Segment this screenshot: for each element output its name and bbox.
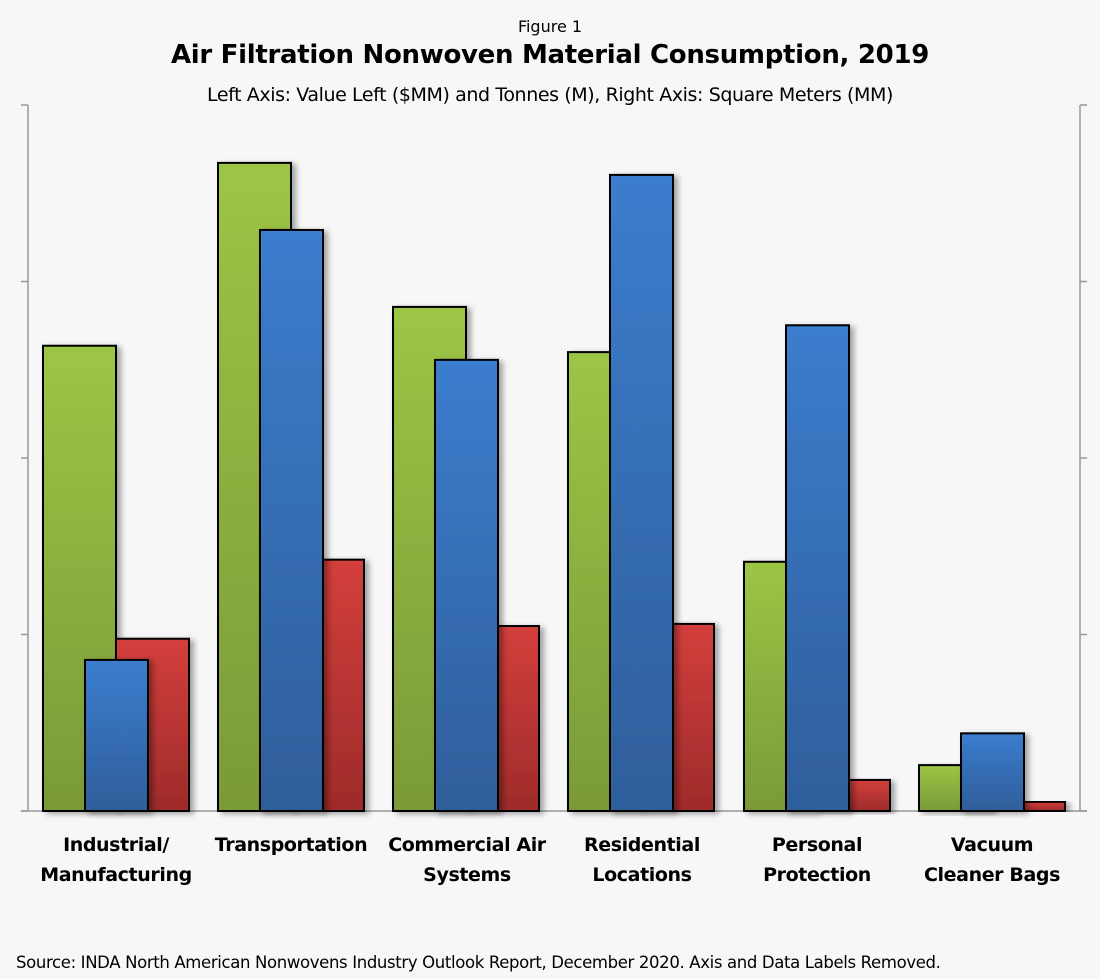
bar-group [217,161,365,813]
bar-tonnes [84,658,149,813]
bar-value [42,344,117,812]
category-label-line: Systems [423,864,511,886]
category-label-line: Cleaner Bags [924,864,1060,886]
bars [42,161,1066,813]
category-label: Personal Protection [763,834,871,886]
bar-tonnes [434,358,499,812]
category-label: Vacuum Cleaner Bags [924,834,1060,886]
category-label-line: Manufacturing [40,864,192,886]
bar-group [42,344,190,813]
bar-tonnes [785,324,850,812]
bar-tonnes [259,228,324,813]
category-label-line: Transportation [215,834,367,856]
axes [21,104,1087,812]
bar-group [567,173,715,813]
category-label: Commercial Air Systems [388,834,547,886]
figure-label: Figure 1 [517,17,583,36]
category-label-line: Locations [592,864,691,886]
source-note: Source: INDA North American Nonwovens In… [16,953,941,972]
bar-group [743,324,891,812]
category-label-line: Personal [772,834,862,856]
category-label-line: Protection [763,864,871,886]
category-label-line: Vacuum [951,834,1033,856]
category-label: Residential Locations [584,834,700,886]
bar-tonnes [960,732,1025,813]
category-label: Transportation [215,834,367,856]
chart-subtitle: Left Axis: Value Left ($MM) and Tonnes (… [206,84,894,106]
chart-title: Air Filtration Nonwoven Material Consump… [170,40,930,70]
category-labels: Industrial/Manufacturing Transportation Co… [40,834,1060,886]
category-label-line: Industrial/ [63,834,169,856]
bar-group [918,732,1066,813]
category-label-line: Residential [584,834,700,856]
category-label-line: Commercial Air [388,834,547,856]
bar-group [392,305,540,813]
bar-tonnes [609,173,674,813]
category-label: Industrial/Manufacturing [40,834,192,886]
